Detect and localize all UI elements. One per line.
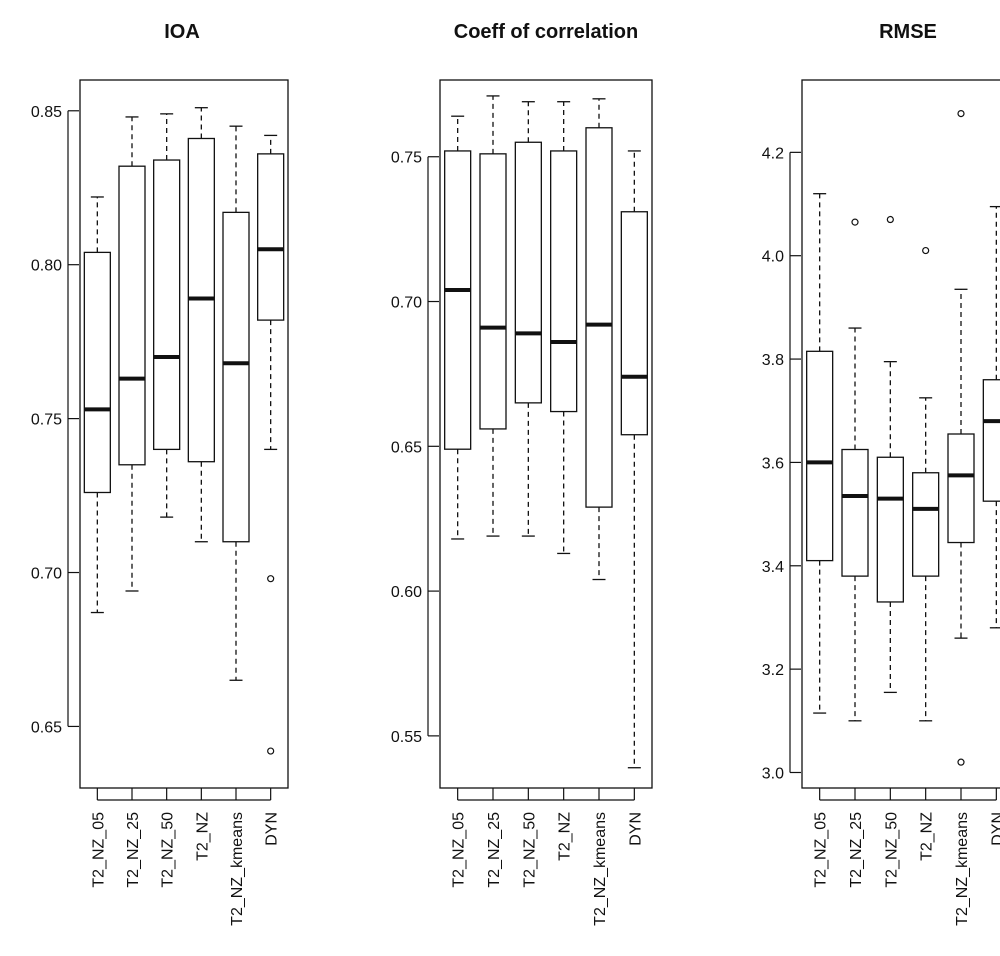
iqr-box: [620, 211, 648, 436]
iqr-box: [83, 251, 111, 494]
box-T2_NZ_kmeans: [222, 125, 250, 681]
x-category-label: T2_NZ: [557, 812, 574, 861]
outlier-point: [267, 747, 275, 755]
box-T2_NZ_kmeans: [947, 109, 975, 766]
iqr-box: [444, 150, 472, 450]
plot-frame: [439, 79, 653, 789]
plot-frame: [79, 79, 289, 789]
panel-title: Coeff of correlation: [454, 21, 638, 43]
plot-frame: [801, 79, 1000, 789]
x-category-label: T2_NZ_05: [813, 812, 830, 888]
y-tick-label: 0.75: [31, 412, 62, 429]
x-category-label: T2_NZ_05: [90, 812, 107, 888]
x-category-label: T2_NZ_50: [521, 812, 538, 888]
x-category-label: T2_NZ: [194, 812, 211, 861]
box-T2_NZ_25: [118, 116, 146, 592]
x-category-label: T2_NZ_kmeans: [954, 812, 971, 926]
box-T2_NZ_kmeans: [585, 98, 613, 581]
panel-title: IOA: [164, 21, 200, 43]
y-tick-label: 0.55: [391, 729, 422, 746]
outlier-point: [851, 218, 859, 226]
iqr-box: [947, 433, 975, 544]
y-tick-label: 3.0: [762, 765, 784, 782]
iqr-box: [257, 153, 285, 321]
x-category-label: DYN: [989, 812, 1000, 846]
iqr-box: [514, 141, 542, 404]
box-T2_NZ: [550, 101, 578, 555]
x-category-label: T2_NZ_kmeans: [592, 812, 609, 926]
y-tick-label: 3.2: [762, 662, 784, 679]
outlier-point: [886, 215, 894, 224]
outlier-point: [957, 109, 965, 118]
x-category-label: T2_NZ_25: [125, 812, 142, 888]
outlier-point: [267, 575, 275, 583]
box-DYN: [257, 134, 285, 755]
outlier-point: [922, 246, 930, 255]
x-category-label: T2_NZ: [919, 812, 936, 861]
y-tick-label: 0.85: [31, 104, 62, 121]
iqr-box: [550, 150, 578, 413]
iqr-box: [912, 472, 940, 577]
panel-2: RMSE 3.0 3.2 3.4 3.6 3.8 4.0 4.2 T2_NZ_05 T2_NZ_2…: [762, 21, 1000, 926]
x-category-label: T2_NZ_25: [848, 812, 865, 888]
box-T2_NZ: [187, 107, 215, 543]
x-category-label: T2_NZ_05: [451, 812, 468, 888]
x-category-label: T2_NZ_kmeans: [229, 812, 246, 926]
iqr-box: [982, 379, 1000, 502]
y-tick-label: 0.80: [31, 258, 62, 275]
y-tick-label: 4.2: [762, 145, 784, 162]
y-tick-label: 0.70: [391, 295, 422, 312]
x-category-label: T2_NZ_50: [883, 812, 900, 888]
x-category-label: DYN: [627, 812, 644, 846]
y-tick-label: 3.8: [762, 352, 784, 369]
iqr-box: [222, 211, 250, 543]
box-T2_NZ: [912, 246, 940, 722]
x-category-label: DYN: [264, 812, 281, 846]
y-tick-label: 3.4: [762, 559, 784, 576]
box-T2_NZ_50: [876, 215, 904, 694]
x-category-label: T2_NZ_25: [486, 812, 503, 888]
box-T2_NZ_25: [479, 95, 507, 537]
panel-0: IOA 0.65 0.70 0.75 0.80 0.85 T2_NZ_05 T2_NZ_25 T…: [31, 21, 289, 926]
box-T2_NZ_05: [806, 193, 834, 714]
y-tick-label: 0.65: [31, 719, 62, 736]
box-T2_NZ_05: [444, 115, 472, 540]
box-T2_NZ_05: [83, 196, 111, 614]
box-DYN: [982, 205, 1000, 629]
y-tick-label: 3.6: [762, 455, 784, 472]
x-category-label: T2_NZ_50: [160, 812, 177, 888]
iqr-box: [153, 159, 181, 451]
iqr-box: [479, 153, 507, 430]
iqr-box: [841, 448, 869, 577]
iqr-box: [876, 456, 904, 603]
y-tick-label: 0.60: [391, 584, 422, 601]
outlier-point: [957, 758, 965, 766]
iqr-box: [118, 165, 146, 466]
iqr-box: [806, 350, 834, 562]
y-tick-label: 4.0: [762, 249, 784, 266]
box-T2_NZ_50: [153, 113, 181, 518]
y-tick-label: 0.65: [391, 439, 422, 456]
box-DYN: [620, 150, 648, 769]
box-T2_NZ_25: [841, 218, 869, 722]
panel-title: RMSE: [879, 21, 937, 43]
box-T2_NZ_50: [514, 101, 542, 537]
y-tick-label: 0.75: [391, 150, 422, 167]
iqr-box: [585, 127, 613, 508]
panel-1: Coeff of correlation 0.55 0.60 0.65 0.70 0.75…: [391, 21, 653, 926]
y-tick-label: 0.70: [31, 566, 62, 583]
